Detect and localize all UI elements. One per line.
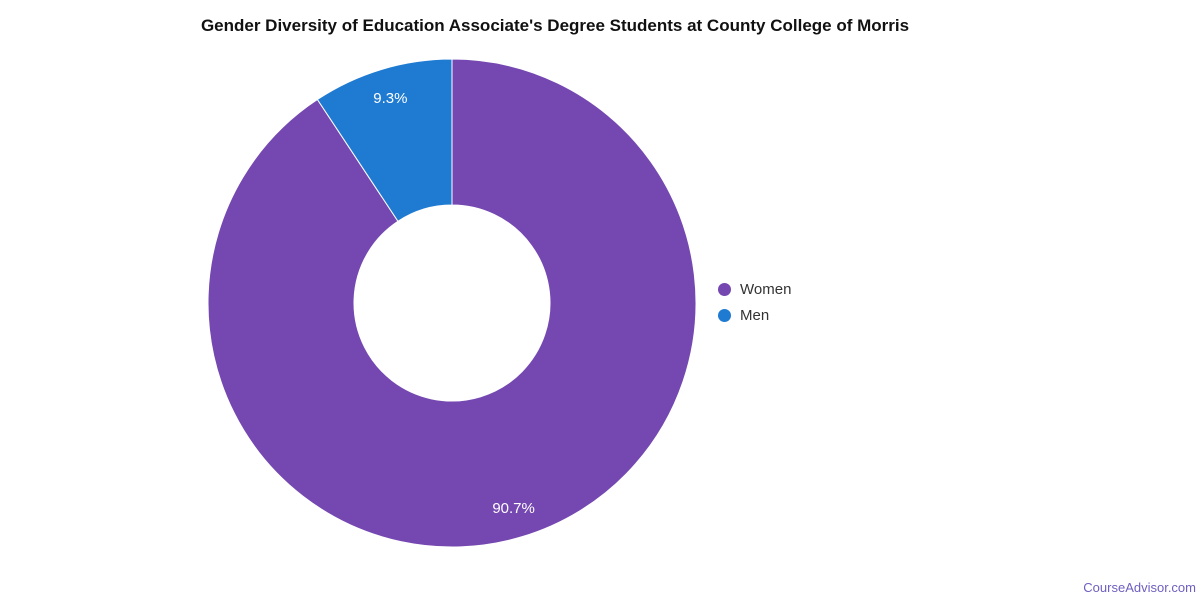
legend: Women Men (718, 279, 791, 326)
slice-label-women: 90.7% (492, 500, 535, 517)
legend-item-men[interactable]: Men (718, 305, 791, 326)
legend-label-men: Men (740, 307, 770, 324)
legend-marker-men-icon (718, 309, 731, 322)
legend-label-women: Women (740, 281, 792, 298)
pie-slice-women[interactable] (207, 58, 697, 548)
donut-chart: 90.7% 9.3% (207, 58, 697, 548)
chart-title: Gender Diversity of Education Associate'… (200, 16, 910, 35)
legend-item-women[interactable]: Women (718, 279, 791, 300)
legend-marker-women-icon (718, 283, 731, 296)
slice-label-men: 9.3% (373, 90, 407, 107)
pie-slice-men[interactable] (316, 58, 453, 222)
courseadvisor-link[interactable]: CourseAdvisor.com (1083, 580, 1196, 595)
